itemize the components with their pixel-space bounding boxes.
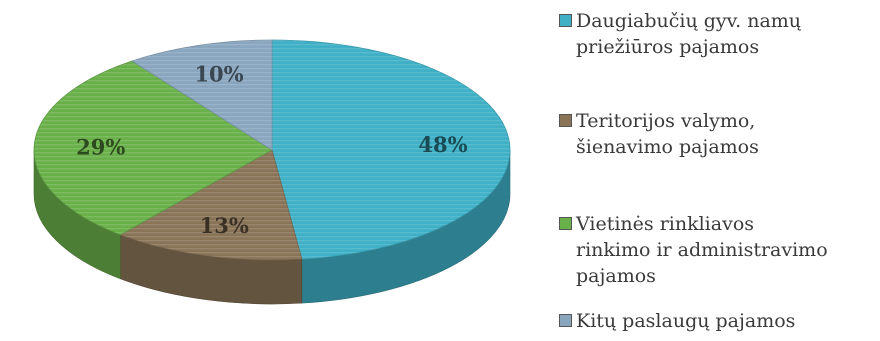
legend-label: Kitų paslaugų pajamos xyxy=(576,308,876,334)
legend-swatch-icon xyxy=(559,14,572,27)
legend-swatch-icon xyxy=(559,114,572,127)
legend-label-line: rinkimo ir administravimo xyxy=(576,239,828,261)
legend-swatch-icon xyxy=(559,217,572,230)
pie-data-label: 10% xyxy=(194,62,243,87)
legend-label-line: priežiūros pajamos xyxy=(576,36,760,58)
legend-label: Daugiabučių gyv. namų priežiūros pajamos xyxy=(576,8,876,60)
legend-label-line: šienavimo pajamos xyxy=(576,136,759,158)
legend-label: Teritorijos valymo, šienavimo pajamos xyxy=(576,108,876,160)
pie-chart-svg: 48% 13% 29% 10% xyxy=(33,39,511,305)
legend-label: Vietinės rinkliavos rinkimo ir administr… xyxy=(576,211,876,289)
pie-slice-texture xyxy=(34,61,272,235)
legend-label-line: Daugiabučių gyv. namų xyxy=(576,10,802,32)
pie-data-label: 48% xyxy=(418,132,467,157)
pie-data-label: 29% xyxy=(76,135,125,160)
legend-swatch-icon xyxy=(559,314,572,327)
pie-data-label: 13% xyxy=(200,213,249,238)
pie-chart: 48% 13% 29% 10% xyxy=(33,39,511,305)
legend-label-line: Kitų paslaugų pajamos xyxy=(576,310,796,332)
legend-label-line: pajamos xyxy=(576,265,656,287)
legend-label-line: Vietinės rinkliavos xyxy=(576,213,755,235)
legend-label-line: Teritorijos valymo, xyxy=(576,110,756,132)
pie-slice-texture xyxy=(272,40,511,260)
pie-slice-texture xyxy=(132,40,272,150)
pie-slice-texture xyxy=(120,150,302,260)
